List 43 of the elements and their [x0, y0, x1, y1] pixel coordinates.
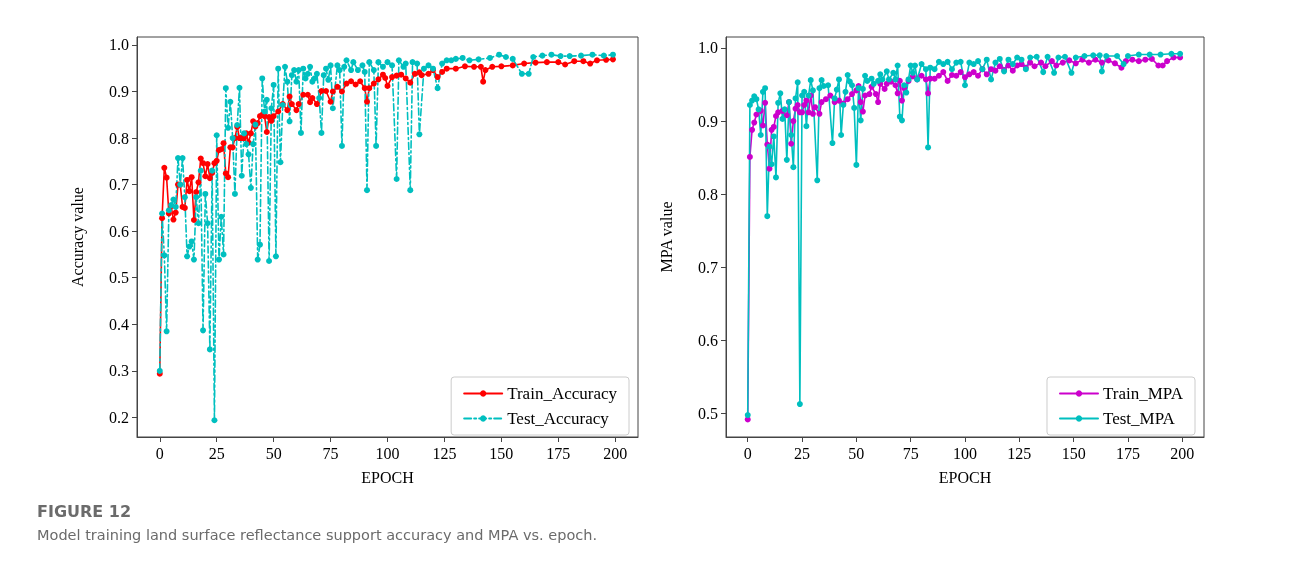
legend-label: Test_MPA — [1103, 409, 1176, 428]
x-tick-label: 175 — [1115, 444, 1140, 462]
x-tick-label: 75 — [322, 444, 339, 462]
y-tick-label: 0.4 — [109, 315, 129, 333]
x-tick-label: 0 — [155, 444, 164, 462]
x-tick-label: 100 — [375, 444, 400, 462]
x-tick-label: 150 — [1061, 444, 1086, 462]
x-tick-label: 125 — [432, 444, 457, 462]
x-tick-label: 50 — [265, 444, 282, 462]
text: Model training land surface reflectance support accuracy and MPA vs. epoch. — [37, 527, 598, 543]
x-tick-label: 25 — [208, 444, 225, 462]
y-tick-label: 0.5 — [109, 269, 129, 287]
x-tick-label: 50 — [848, 444, 865, 462]
legend-label: Train_MPA — [1103, 384, 1184, 403]
x-tick-label: 200 — [603, 444, 628, 462]
y-tick-label: 0.2 — [109, 408, 129, 426]
x-tick-label: 150 — [489, 444, 514, 462]
y-tick-label: 0.7 — [698, 258, 718, 276]
y-tick-label: 1.0 — [109, 36, 129, 54]
x-tick-label: 175 — [546, 444, 571, 462]
y-tick-label: 0.6 — [698, 331, 718, 349]
y-axis-title: MPA value — [657, 201, 675, 273]
x-tick-label: 75 — [902, 444, 919, 462]
legend-label: Test_Accuracy — [507, 409, 610, 428]
y-tick-label: 0.5 — [698, 405, 718, 423]
y-tick-label: 0.7 — [109, 176, 129, 194]
y-tick-label: 0.8 — [698, 185, 718, 203]
y-tick-label: 0.3 — [109, 362, 129, 380]
y-tick-label: 1.0 — [698, 39, 718, 57]
y-tick-label: 0.6 — [109, 222, 129, 240]
x-axis-title: EPOCH — [361, 468, 415, 486]
y-tick-label: 0.9 — [698, 112, 718, 130]
x-tick-label: 25 — [794, 444, 811, 462]
x-tick-label: 100 — [953, 444, 977, 462]
x-tick-label: 0 — [743, 444, 752, 462]
caption: FIGURE 12 — [37, 502, 133, 521]
x-tick-label: 200 — [1170, 444, 1195, 462]
y-tick-label: 0.8 — [109, 129, 129, 147]
x-tick-label: 125 — [1007, 444, 1032, 462]
x-axis-title: EPOCH — [938, 468, 992, 486]
y-tick-label: 0.9 — [109, 82, 129, 100]
y-axis-title: Accuracy value — [68, 187, 87, 287]
legend-label: Train_Accuracy — [507, 384, 618, 403]
